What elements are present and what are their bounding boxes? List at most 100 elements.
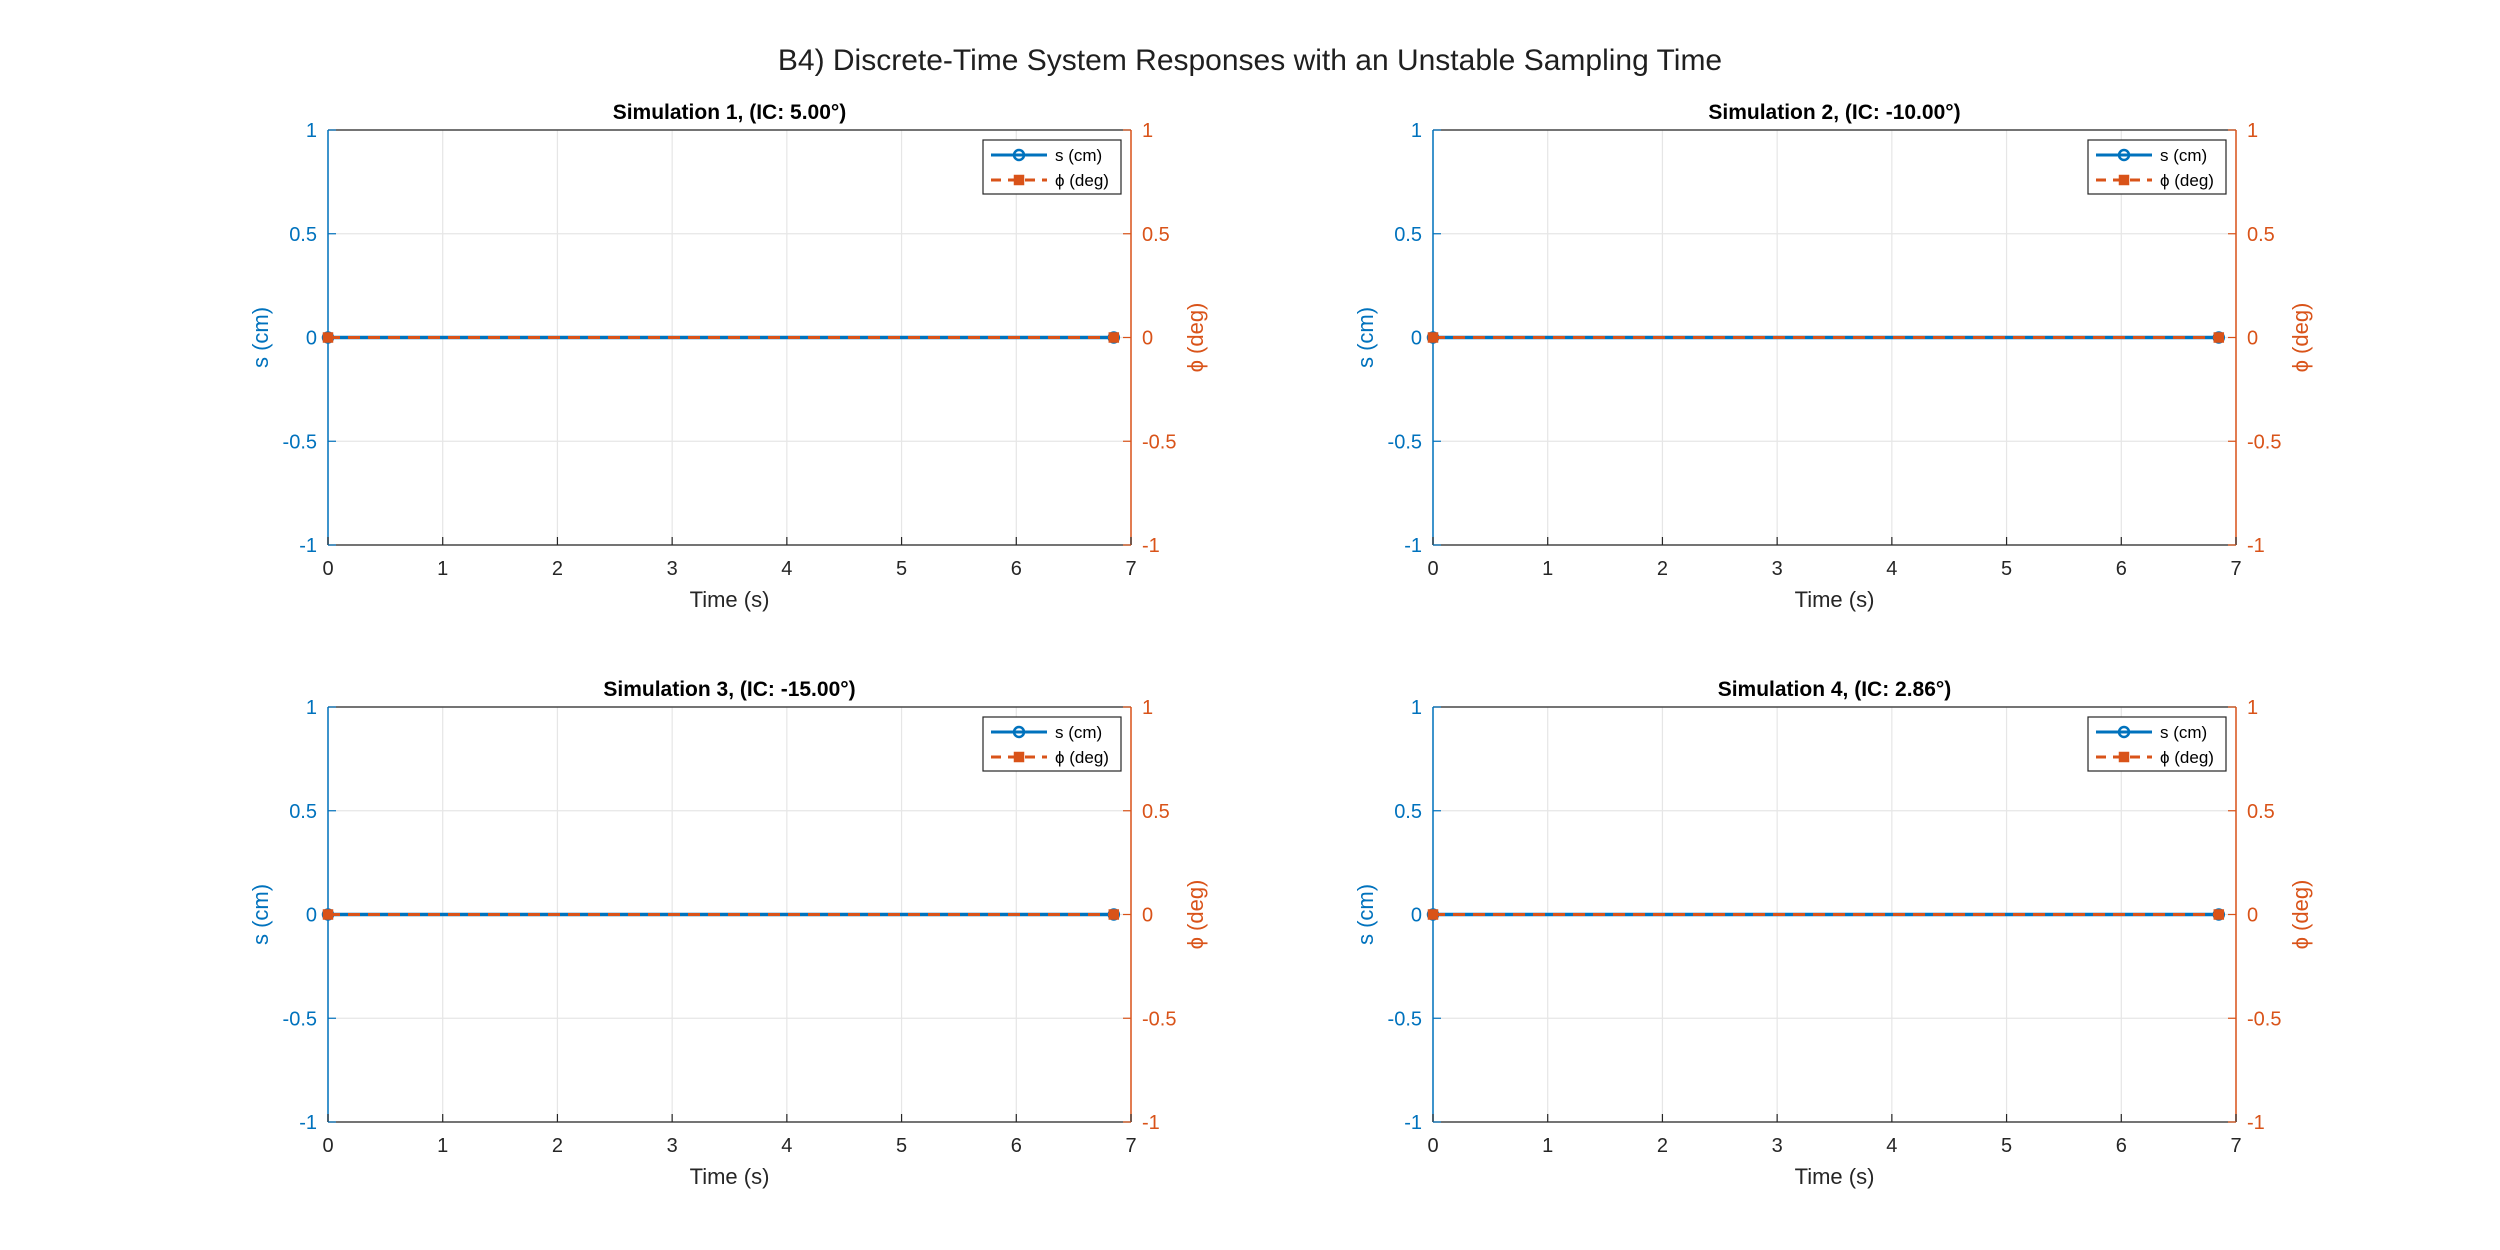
left-y-tick-label: 0 [1411, 328, 1422, 350]
legend-label-phi: ϕ (deg) [2160, 748, 2214, 767]
x-tick-label: 3 [667, 1135, 678, 1157]
legend-label-s: s (cm) [2160, 723, 2207, 742]
right-y-axis-label: ϕ (deg) [2288, 303, 2313, 373]
right-y-tick-label: 0.5 [1142, 224, 1170, 246]
legend-marker-phi [2118, 174, 2130, 186]
x-axis-label: Time (s) [1795, 587, 1875, 612]
right-y-tick-label: 1 [2247, 120, 2258, 142]
x-tick-label: 6 [1011, 1135, 1022, 1157]
left-y-tick-label: 0.5 [1394, 801, 1422, 823]
right-y-tick-label: -1 [1142, 1112, 1160, 1134]
right-y-tick-label: 1 [2247, 697, 2258, 719]
x-tick-label: 5 [896, 558, 907, 580]
x-tick-label: 3 [1772, 1135, 1783, 1157]
left-y-tick-label: -0.5 [1388, 431, 1422, 453]
x-tick-label: 4 [1886, 1135, 1897, 1157]
right-y-axis-label: ϕ (deg) [1183, 303, 1208, 373]
legend-box [982, 716, 1122, 772]
legend: s (cm) ϕ (deg) [982, 716, 1122, 772]
left-y-tick-label: -0.5 [283, 1008, 317, 1030]
right-y-tick-label: 0 [2247, 328, 2258, 350]
right-y-tick-label: 0.5 [2247, 801, 2275, 823]
x-tick-label: 7 [2230, 1135, 2241, 1157]
x-tick-label: 7 [1125, 558, 1136, 580]
right-y-tick-label: -1 [1142, 535, 1160, 557]
legend: s (cm) ϕ (deg) [2087, 716, 2227, 772]
right-y-tick-label: 1 [1142, 697, 1153, 719]
right-y-tick-label: -0.5 [1142, 431, 1176, 453]
left-y-tick-label: 0 [1411, 905, 1422, 927]
x-tick-label: 4 [781, 1135, 792, 1157]
data-point-phi [1108, 909, 1120, 920]
legend-label-phi: ϕ (deg) [1055, 171, 1109, 190]
legend-label-s: s (cm) [1055, 723, 1102, 742]
right-y-tick-label: 0 [1142, 905, 1153, 927]
right-y-tick-label: 1 [1142, 120, 1153, 142]
x-tick-label: 6 [2116, 558, 2127, 580]
x-tick-label: 7 [1125, 1135, 1136, 1157]
data-point-phi [1427, 332, 1439, 343]
right-y-tick-label: -0.5 [2247, 431, 2281, 453]
legend-label-phi: ϕ (deg) [2160, 171, 2214, 190]
left-y-tick-label: -0.5 [1388, 1008, 1422, 1030]
left-y-tick-label: 0.5 [289, 801, 317, 823]
right-y-tick-label: 0 [2247, 905, 2258, 927]
right-y-tick-label: -0.5 [1142, 1008, 1176, 1030]
left-y-axis-label: s (cm) [248, 307, 273, 368]
legend-marker-phi [1013, 751, 1025, 763]
figure-title: B4) Discrete-Time System Responses with … [777, 44, 1723, 77]
left-y-tick-label: 0 [306, 328, 317, 350]
x-tick-label: 1 [437, 558, 448, 580]
legend-box [982, 139, 1122, 195]
legend-marker-s [1012, 148, 1026, 162]
legend-label-s: s (cm) [1055, 146, 1102, 165]
x-tick-label: 6 [2116, 1135, 2127, 1157]
right-y-tick-label: 0 [1142, 328, 1153, 350]
data-point-phi [1427, 909, 1439, 920]
legend-box [2087, 716, 2227, 772]
x-tick-label: 7 [2230, 558, 2241, 580]
left-y-tick-label: 0.5 [289, 224, 317, 246]
x-tick-label: 1 [1542, 1135, 1553, 1157]
right-y-tick-label: -0.5 [2247, 1008, 2281, 1030]
x-tick-label: 5 [2001, 558, 2012, 580]
x-tick-label: 0 [1427, 1135, 1438, 1157]
x-tick-label: 6 [1011, 558, 1022, 580]
data-point-phi [1108, 332, 1120, 343]
left-y-tick-label: -1 [1404, 535, 1422, 557]
subplot-4: 0 1 2 3 4 5 6 7 -1 -0.5 0 0.5 1 -1 -0.5 0 0.5 1 Simulation… [1353, 678, 2313, 1189]
legend-label-s: s (cm) [2160, 146, 2207, 165]
left-y-tick-label: 1 [1411, 120, 1422, 142]
right-y-tick-label: -1 [2247, 1112, 2265, 1134]
left-y-tick-label: -1 [1404, 1112, 1422, 1134]
legend-marker-s [2117, 725, 2131, 739]
right-y-tick-label: 0.5 [1142, 801, 1170, 823]
left-y-tick-label: -1 [299, 535, 317, 557]
left-y-tick-label: 1 [306, 120, 317, 142]
x-tick-label: 0 [322, 1135, 333, 1157]
x-axis-label: Time (s) [690, 587, 770, 612]
data-point-phi [322, 909, 334, 920]
left-y-tick-label: 0 [306, 905, 317, 927]
right-y-tick-label: 0.5 [2247, 224, 2275, 246]
subplot-title: Simulation 3, (IC: -15.00°) [603, 678, 855, 701]
x-tick-label: 1 [1542, 558, 1553, 580]
left-y-tick-label: -0.5 [283, 431, 317, 453]
x-tick-label: 2 [1657, 1135, 1668, 1157]
x-tick-label: 2 [552, 1135, 563, 1157]
x-tick-label: 3 [667, 558, 678, 580]
legend-marker-s [2117, 148, 2131, 162]
legend: s (cm) ϕ (deg) [2087, 139, 2227, 195]
x-tick-label: 3 [1772, 558, 1783, 580]
x-tick-label: 5 [896, 1135, 907, 1157]
left-y-axis-label: s (cm) [1353, 884, 1378, 945]
x-axis-label: Time (s) [1795, 1164, 1875, 1189]
right-y-axis-label: ϕ (deg) [1183, 880, 1208, 950]
legend: s (cm) ϕ (deg) [982, 139, 1122, 195]
x-tick-label: 4 [1886, 558, 1897, 580]
right-y-axis-label: ϕ (deg) [2288, 880, 2313, 950]
subplot-2: 0 1 2 3 4 5 6 7 -1 -0.5 0 0.5 1 -1 -0.5 0 0.5 1 Simulation… [1353, 101, 2313, 612]
legend-marker-phi [2118, 751, 2130, 763]
subplot-title: Simulation 2, (IC: -10.00°) [1708, 101, 1960, 124]
legend-box [2087, 139, 2227, 195]
